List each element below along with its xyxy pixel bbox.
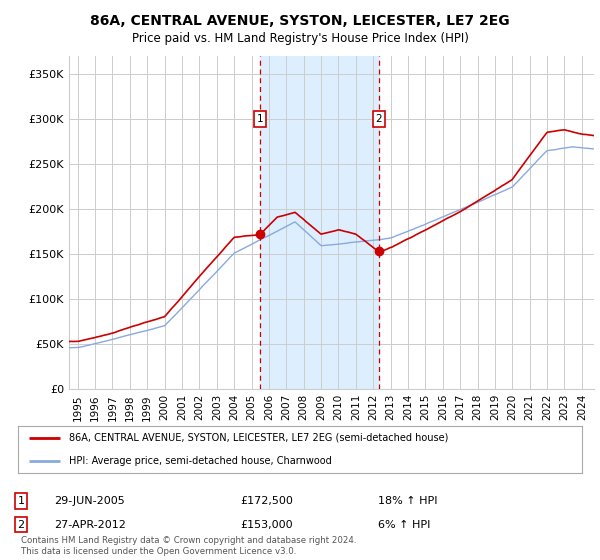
Text: 2: 2 (376, 114, 382, 124)
Text: 18% ↑ HPI: 18% ↑ HPI (378, 496, 437, 506)
Text: 86A, CENTRAL AVENUE, SYSTON, LEICESTER, LE7 2EG (semi-detached house): 86A, CENTRAL AVENUE, SYSTON, LEICESTER, … (69, 432, 448, 442)
Text: £153,000: £153,000 (240, 520, 293, 530)
Text: HPI: Average price, semi-detached house, Charnwood: HPI: Average price, semi-detached house,… (69, 456, 332, 466)
Text: Contains HM Land Registry data © Crown copyright and database right 2024.
This d: Contains HM Land Registry data © Crown c… (21, 536, 356, 556)
Text: 27-APR-2012: 27-APR-2012 (54, 520, 126, 530)
Bar (260, 56, 379, 389)
Text: 6% ↑ HPI: 6% ↑ HPI (378, 520, 430, 530)
Text: 1: 1 (17, 496, 25, 506)
Text: 86A, CENTRAL AVENUE, SYSTON, LEICESTER, LE7 2EG: 86A, CENTRAL AVENUE, SYSTON, LEICESTER, … (90, 14, 510, 28)
Text: 29-JUN-2005: 29-JUN-2005 (54, 496, 125, 506)
Text: 2: 2 (17, 520, 25, 530)
Text: Price paid vs. HM Land Registry's House Price Index (HPI): Price paid vs. HM Land Registry's House … (131, 32, 469, 45)
Text: 1: 1 (257, 114, 263, 124)
Text: £172,500: £172,500 (240, 496, 293, 506)
